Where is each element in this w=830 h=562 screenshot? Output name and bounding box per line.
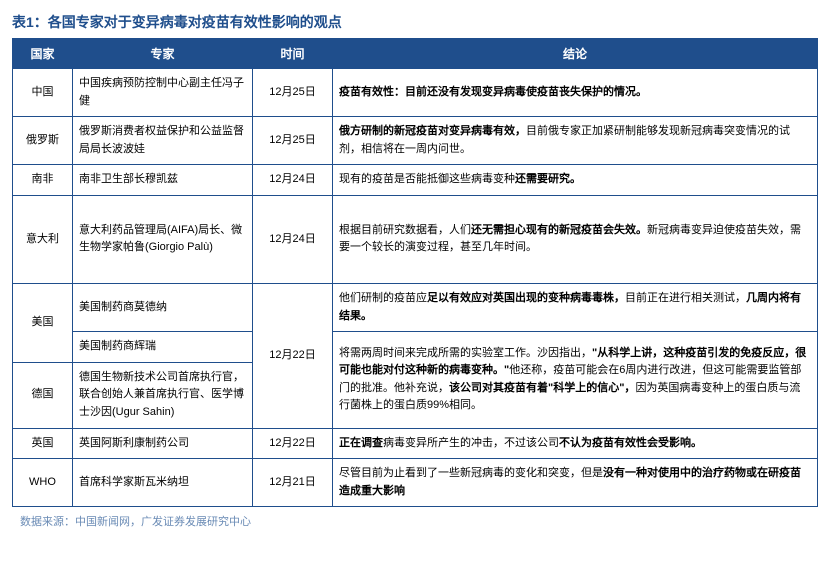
table-header-row: 国家 专家 时间 结论: [13, 39, 818, 69]
table-title: 表1：各国专家对于变异病毒对疫苗有效性影响的观点: [12, 12, 818, 32]
table-row: 俄罗斯 俄罗斯消费者权益保护和公益监督局局长波波娃 12月25日 俄方研制的新冠…: [13, 117, 818, 165]
header-country: 国家: [13, 39, 73, 69]
table-row: 南非 南非卫生部长穆凯兹 12月24日 现有的疫苗是否能抵御这些病毒变种还需要研…: [13, 165, 818, 196]
conclusion-text: 将需两周时间来完成所需的实验室工作。沙因指出，: [339, 347, 592, 359]
cell-time: 12月22日: [253, 428, 333, 459]
cell-time: 12月25日: [253, 117, 333, 165]
cell-expert: 俄罗斯消费者权益保护和公益监督局局长波波娃: [73, 117, 253, 165]
header-conclusion: 结论: [333, 39, 818, 69]
cell-country: 美国: [13, 283, 73, 362]
conclusion-text: 根据目前研究数据看，人们: [339, 224, 471, 236]
conclusion-bold: 不认为疫苗有效性会受影响。: [559, 437, 702, 449]
cell-conclusion: 尽管目前为止看到了一些新冠病毒的变化和突变，但是没有一种对使用中的治疗药物或在研…: [333, 459, 818, 507]
cell-time: 12月21日: [253, 459, 333, 507]
conclusion-bold: 还无需担心现有的新冠疫苗会失效。: [471, 224, 647, 236]
cell-country: 英国: [13, 428, 73, 459]
cell-country: 南非: [13, 165, 73, 196]
conclusion-bold: 疫苗有效性：目前还没有发现变异病毒使疫苗丧失保护的情况。: [339, 86, 647, 98]
conclusion-text: 现有的疫苗是否能抵御这些病毒变种: [339, 173, 515, 185]
cell-expert: 南非卫生部长穆凯兹: [73, 165, 253, 196]
table-row: 美国 美国制药商莫德纳 12月22日 他们研制的疫苗应足以有效应对英国出现的变种…: [13, 283, 818, 331]
conclusion-bold: 足以有效应对英国出现的变种病毒毒株，: [427, 292, 625, 304]
conclusion-text: 病毒变异所产生的冲击，不过该公司: [383, 437, 559, 449]
conclusion-bold: 正在调查: [339, 437, 383, 449]
conclusion-bold: 俄方研制的新冠疫苗对变异病毒有效，: [339, 125, 526, 137]
cell-time: 12月24日: [253, 165, 333, 196]
cell-conclusion: 俄方研制的新冠疫苗对变异病毒有效，目前俄专家正加紧研制能够发现新冠病毒突变情况的…: [333, 117, 818, 165]
cell-conclusion: 疫苗有效性：目前还没有发现变异病毒使疫苗丧失保护的情况。: [333, 69, 818, 117]
cell-conclusion: 现有的疫苗是否能抵御这些病毒变种还需要研究。: [333, 165, 818, 196]
cell-country: 中国: [13, 69, 73, 117]
cell-time: 12月25日: [253, 69, 333, 117]
cell-expert: 首席科学家斯瓦米纳坦: [73, 459, 253, 507]
cell-country: 德国: [13, 362, 73, 428]
cell-country: 意大利: [13, 195, 73, 283]
cell-expert: 中国疾病预防控制中心副主任冯子健: [73, 69, 253, 117]
conclusion-text: 目前正在进行相关测试，: [625, 292, 746, 304]
table-row: 英国 英国阿斯利康制药公司 12月22日 正在调查病毒变异所产生的冲击，不过该公…: [13, 428, 818, 459]
cell-expert: 英国阿斯利康制药公司: [73, 428, 253, 459]
cell-conclusion: 正在调查病毒变异所产生的冲击，不过该公司不认为疫苗有效性会受影响。: [333, 428, 818, 459]
table-row: 中国 中国疾病预防控制中心副主任冯子健 12月25日 疫苗有效性：目前还没有发现…: [13, 69, 818, 117]
conclusion-text: 他们研制的疫苗应: [339, 292, 427, 304]
table-row: 美国制药商辉瑞 将需两周时间来完成所需的实验室工作。沙因指出，"从科学上讲，这种…: [13, 332, 818, 363]
header-time: 时间: [253, 39, 333, 69]
conclusion-bold: 该公司对其疫苗有着"科学上的信心"，: [449, 382, 635, 394]
cell-time: 12月24日: [253, 195, 333, 283]
cell-country: 俄罗斯: [13, 117, 73, 165]
cell-expert: 意大利药品管理局(AIFA)局长、微生物学家帕鲁(Giorgio Palù): [73, 195, 253, 283]
cell-expert: 德国生物新技术公司首席执行官，联合创始人兼首席执行官、医学博士沙因(Ugur S…: [73, 362, 253, 428]
cell-time: 12月22日: [253, 283, 333, 428]
cell-conclusion: 他们研制的疫苗应足以有效应对英国出现的变种病毒毒株，目前正在进行相关测试，几周内…: [333, 283, 818, 331]
cell-country: WHO: [13, 459, 73, 507]
conclusion-text: 尽管目前为止看到了一些新冠病毒的变化和突变，但是: [339, 467, 603, 479]
cell-conclusion: 将需两周时间来完成所需的实验室工作。沙因指出，"从科学上讲，这种疫苗引发的免疫反…: [333, 332, 818, 428]
conclusion-bold: 还需要研究。: [515, 173, 581, 185]
expert-opinions-table: 国家 专家 时间 结论 中国 中国疾病预防控制中心副主任冯子健 12月25日 疫…: [12, 38, 818, 507]
cell-expert: 美国制药商莫德纳: [73, 283, 253, 331]
table-row: 意大利 意大利药品管理局(AIFA)局长、微生物学家帕鲁(Giorgio Pal…: [13, 195, 818, 283]
table-row: WHO 首席科学家斯瓦米纳坦 12月21日 尽管目前为止看到了一些新冠病毒的变化…: [13, 459, 818, 507]
data-source: 数据来源：中国新闻网，广发证券发展研究中心: [12, 513, 818, 529]
cell-conclusion: 根据目前研究数据看，人们还无需担心现有的新冠疫苗会失效。新冠病毒变异迫使疫苗失效…: [333, 195, 818, 283]
header-expert: 专家: [73, 39, 253, 69]
cell-expert: 美国制药商辉瑞: [73, 332, 253, 363]
